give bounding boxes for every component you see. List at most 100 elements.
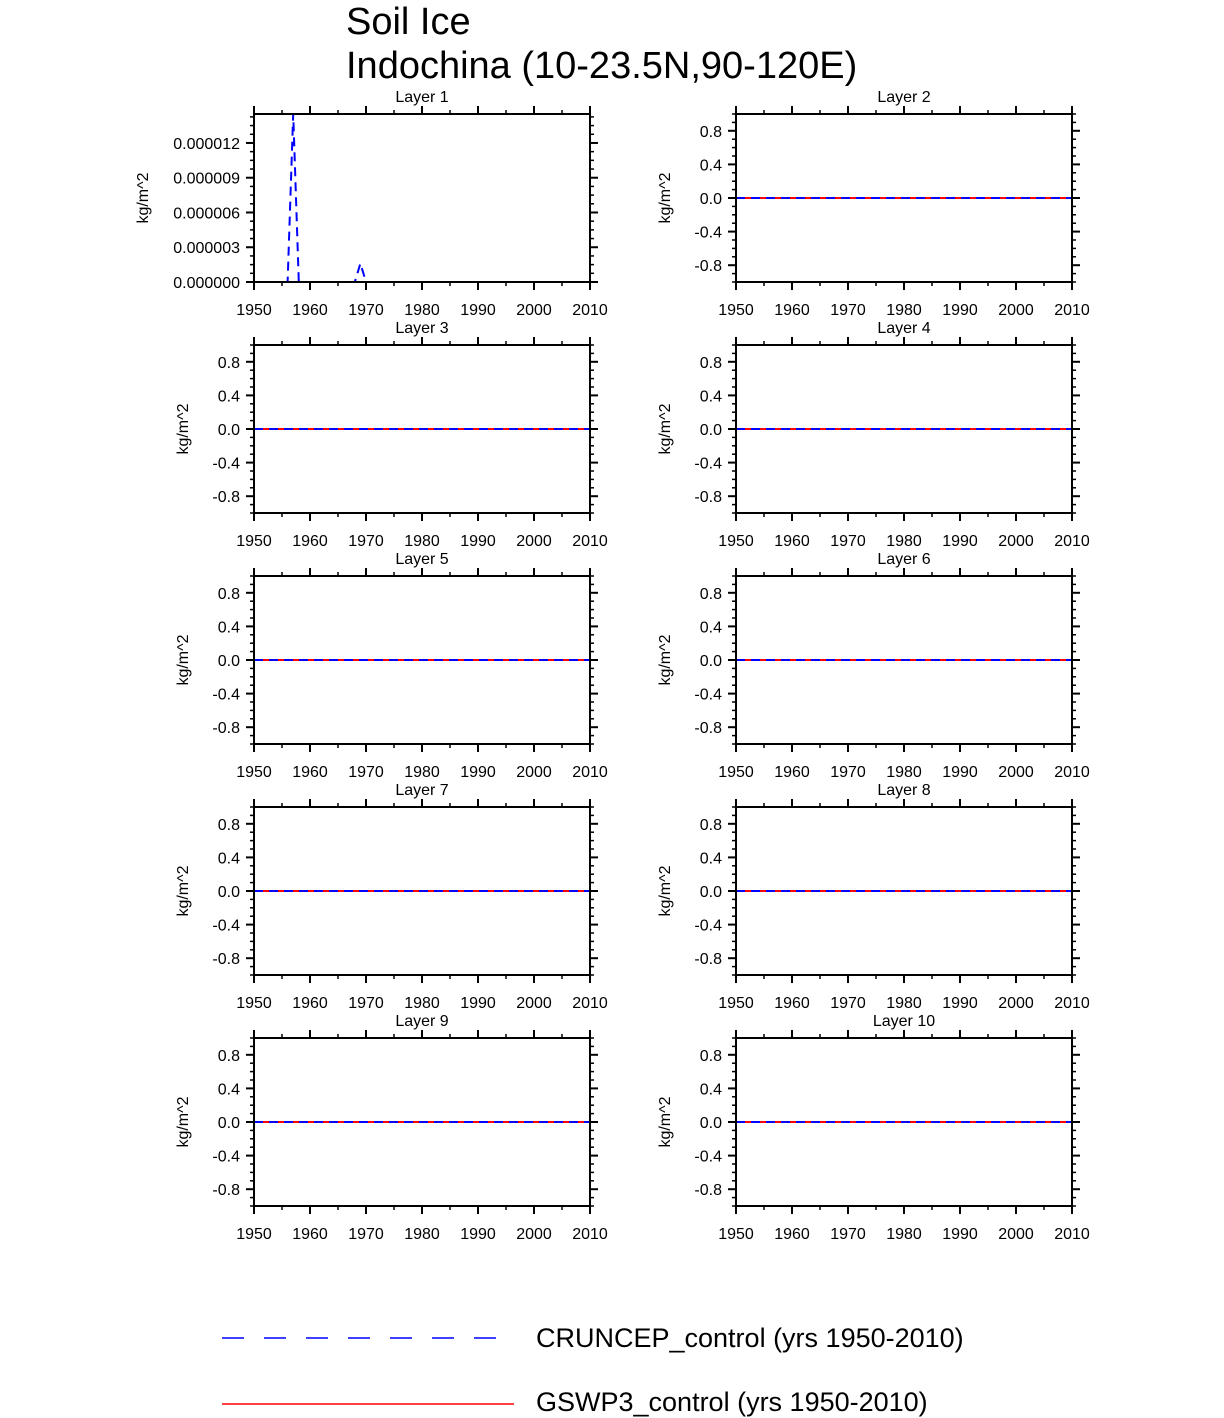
y-tick-label: 0.4 — [700, 388, 722, 405]
series-line-cruncep — [254, 113, 590, 283]
x-tick-label: 1970 — [830, 995, 866, 1012]
y-tick-label: 0.8 — [218, 355, 240, 372]
x-tick-label: 1990 — [460, 1226, 496, 1243]
y-axis-label: kg/m^2 — [657, 634, 674, 685]
y-tick-label: 0.0 — [218, 884, 240, 901]
x-tick-label: 1960 — [292, 302, 328, 319]
x-tick-label: 1980 — [886, 533, 922, 550]
y-axis-label: kg/m^2 — [657, 172, 674, 223]
x-tick-label: 1960 — [774, 1226, 810, 1243]
x-tick-label: 2010 — [572, 533, 608, 550]
x-tick-label: 1980 — [886, 995, 922, 1012]
y-tick-label: 0.0 — [218, 1115, 240, 1132]
x-tick-label: 2010 — [1054, 995, 1090, 1012]
panel-title: Layer 6 — [877, 551, 930, 568]
y-tick-label: 0.0 — [700, 1115, 722, 1132]
y-tick-label: -0.8 — [694, 720, 722, 737]
x-tick-label: 1990 — [460, 764, 496, 781]
panel-title: Layer 3 — [395, 320, 448, 337]
y-axis-label: kg/m^2 — [175, 865, 192, 916]
y-axis-label: kg/m^2 — [175, 1096, 192, 1147]
panel-title: Layer 7 — [395, 782, 448, 799]
y-tick-label: 0.0 — [218, 653, 240, 670]
y-tick-label: -0.4 — [694, 1149, 722, 1166]
x-tick-label: 2010 — [572, 302, 608, 319]
x-tick-label: 1970 — [348, 302, 384, 319]
y-tick-label: 0.8 — [700, 355, 722, 372]
x-tick-label: 1960 — [292, 533, 328, 550]
y-tick-label: 0.4 — [700, 157, 722, 174]
y-tick-label: 0.8 — [700, 124, 722, 141]
y-tick-label: -0.8 — [694, 1182, 722, 1199]
legend — [222, 1337, 514, 1405]
panel-layer-5: 1950 1960 1970 1980 1990 2000 2010 -0.8 -0.4 0.0 0… — [175, 551, 608, 781]
panel-title: Layer 9 — [395, 1013, 448, 1030]
y-tick-label: 0.8 — [700, 1048, 722, 1065]
y-tick-label: 0.8 — [218, 817, 240, 834]
x-tick-label: 2010 — [572, 764, 608, 781]
y-tick-label: -0.4 — [694, 456, 722, 473]
x-tick-label: 1950 — [718, 302, 754, 319]
x-tick-label: 2000 — [516, 764, 552, 781]
y-axis-label: kg/m^2 — [657, 403, 674, 454]
x-tick-label: 1950 — [718, 764, 754, 781]
x-tick-label: 1950 — [236, 995, 272, 1012]
x-tick-label: 1990 — [942, 533, 978, 550]
y-tick-label: -0.4 — [694, 225, 722, 242]
y-tick-label: -0.4 — [212, 456, 240, 473]
plot-frame — [253, 113, 591, 283]
x-tick-label: 2010 — [572, 995, 608, 1012]
panel-grid: 1950 1960 1970 1980 1990 2000 20100.0000000.00… — [135, 89, 1090, 1243]
panel-layer-3: 1950 1960 1970 1980 1990 2000 2010 -0.8 -0.4 0.0 0… — [175, 320, 608, 550]
panel-layer-1: 1950 1960 1970 1980 1990 2000 2010 0.000000 0.00… — [135, 89, 608, 319]
y-tick-label: -0.8 — [694, 489, 722, 506]
legend-label-gswp3: GSWP3_control (yrs 1950-2010) — [536, 1387, 928, 1417]
x-tick-label: 2000 — [516, 1226, 552, 1243]
panel-layer-9: 1950 1960 1970 1980 1990 2000 2010 -0.8 -0.4 0.0 0… — [175, 1013, 608, 1243]
y-tick-label: -0.8 — [212, 1182, 240, 1199]
x-tick-label: 1990 — [460, 533, 496, 550]
legend-label-cruncep: CRUNCEP_control (yrs 1950-2010) — [536, 1323, 964, 1353]
x-tick-label: 2010 — [1054, 1226, 1090, 1243]
y-axis-label: kg/m^2 — [657, 865, 674, 916]
y-tick-label: -0.4 — [694, 687, 722, 704]
y-tick-label: 0.4 — [700, 619, 722, 636]
x-tick-label: 1980 — [886, 1226, 922, 1243]
x-tick-label: 1960 — [774, 764, 810, 781]
x-tick-label: 2010 — [1054, 764, 1090, 781]
y-tick-label: 0.8 — [218, 586, 240, 603]
y-tick-label: 0.0 — [700, 422, 722, 439]
figure-title-line-1: Soil Ice — [346, 1, 471, 43]
x-tick-label: 2000 — [998, 302, 1034, 319]
x-tick-label: 1950 — [236, 1226, 272, 1243]
panel-layer-4: 1950 1960 1970 1980 1990 2000 2010 -0.8 -0.4 0.0 0… — [657, 320, 1090, 550]
y-tick-label: -0.4 — [212, 1149, 240, 1166]
panel-layer-7: 1950 1960 1970 1980 1990 2000 2010 -0.8 -0.4 0.0 0… — [175, 782, 608, 1012]
x-tick-label: 2000 — [998, 764, 1034, 781]
y-tick-label: 0.000009 — [173, 171, 240, 188]
y-tick-label: -0.4 — [694, 918, 722, 935]
y-tick-label: 0.000003 — [173, 240, 240, 257]
x-tick-label: 1960 — [774, 995, 810, 1012]
x-tick-label: 1990 — [942, 302, 978, 319]
x-tick-label: 1970 — [830, 1226, 866, 1243]
y-tick-label: -0.4 — [212, 918, 240, 935]
y-tick-label: 0.000000 — [173, 275, 240, 292]
panel-layer-10: 1950 1960 1970 1980 1990 2000 2010 -0.8 -0.4 0.0 0… — [657, 1013, 1090, 1243]
panel-title: Layer 10 — [873, 1013, 935, 1030]
x-tick-label: 1980 — [404, 995, 440, 1012]
panel-title: Layer 1 — [395, 89, 448, 106]
figure-title-line-2: Indochina (10-23.5N,90-120E) — [346, 45, 858, 87]
x-tick-label: 1970 — [348, 1226, 384, 1243]
x-tick-label: 2010 — [572, 1226, 608, 1243]
x-tick-label: 1980 — [404, 764, 440, 781]
panel-title: Layer 5 — [395, 551, 448, 568]
x-tick-label: 2000 — [516, 533, 552, 550]
x-tick-label: 1990 — [460, 302, 496, 319]
y-tick-label: -0.8 — [694, 951, 722, 968]
x-tick-label: 1960 — [292, 1226, 328, 1243]
x-tick-label: 1980 — [886, 302, 922, 319]
y-tick-label: 0.4 — [218, 1081, 240, 1098]
x-tick-label: 1950 — [236, 302, 272, 319]
panel-title: Layer 4 — [877, 320, 930, 337]
